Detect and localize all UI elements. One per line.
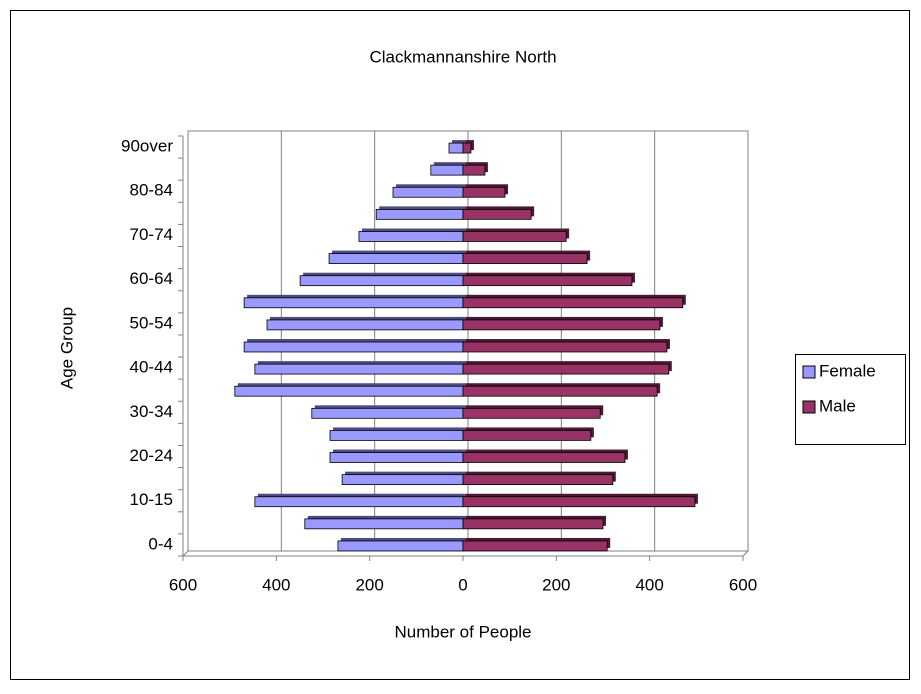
- x-axis-title: Number of People: [394, 622, 531, 641]
- bar: [462, 164, 486, 176]
- bar: [375, 208, 464, 220]
- bar: [243, 297, 464, 309]
- bar: [462, 385, 658, 397]
- bar: [462, 407, 601, 419]
- bar: [462, 496, 696, 508]
- y-tick-label: 20-24: [130, 446, 173, 465]
- x-tick-label: 600: [729, 575, 757, 594]
- x-tick-label: 600: [169, 575, 197, 594]
- bar: [462, 186, 506, 198]
- bar: [462, 142, 472, 154]
- bar: [462, 430, 592, 441]
- bar: [462, 341, 668, 353]
- bar: [299, 275, 464, 287]
- bar: [462, 540, 608, 552]
- y-tick-label: 60-64: [130, 269, 173, 288]
- y-tick-label: 10-15: [130, 490, 173, 509]
- y-tick-label: 80-84: [130, 181, 173, 200]
- bar: [304, 518, 464, 530]
- x-tick-label: 200: [355, 575, 383, 594]
- bar: [462, 363, 670, 375]
- x-tick-label: 400: [635, 575, 663, 594]
- legend-swatch: [802, 365, 816, 379]
- legend-label: Female: [819, 361, 876, 380]
- y-tick-label: 70-74: [130, 225, 173, 244]
- bar: [254, 496, 464, 508]
- bar: [462, 208, 532, 220]
- bar: [266, 319, 464, 331]
- axis-corner: [182, 550, 189, 557]
- bar: [234, 385, 464, 397]
- y-axis-title: Age Group: [57, 307, 76, 389]
- bar: [392, 186, 464, 198]
- x-tick-label: 200: [542, 575, 570, 594]
- bar: [462, 231, 567, 242]
- y-tick-label: 0-4: [148, 534, 173, 553]
- bar: [462, 319, 661, 331]
- legend-swatch: [802, 400, 816, 414]
- bar: [329, 452, 464, 463]
- bar: [329, 430, 464, 441]
- bar: [448, 142, 464, 154]
- bar: [311, 407, 464, 419]
- bar: [430, 164, 464, 176]
- y-tick-label: 40-44: [130, 358, 173, 377]
- chart-title: Clackmannanshire North: [369, 47, 556, 66]
- bar: [337, 540, 464, 552]
- bar: [462, 297, 684, 309]
- legend: [795, 354, 906, 445]
- bar: [462, 253, 588, 264]
- y-tick-label: 90over: [121, 137, 173, 156]
- bar: [341, 474, 464, 486]
- x-tick-label: 0: [458, 575, 467, 594]
- legend-label: Male: [819, 396, 856, 415]
- bar: [462, 452, 626, 463]
- bar: [254, 363, 464, 375]
- y-tick-label: 50-54: [130, 313, 173, 332]
- bar: [462, 474, 614, 486]
- bar: [462, 275, 633, 287]
- bar: [462, 518, 604, 530]
- bar: [328, 253, 464, 264]
- bar: [358, 231, 464, 242]
- x-tick-label: 400: [262, 575, 290, 594]
- bar: [243, 341, 464, 353]
- y-tick-label: 30-34: [130, 402, 173, 421]
